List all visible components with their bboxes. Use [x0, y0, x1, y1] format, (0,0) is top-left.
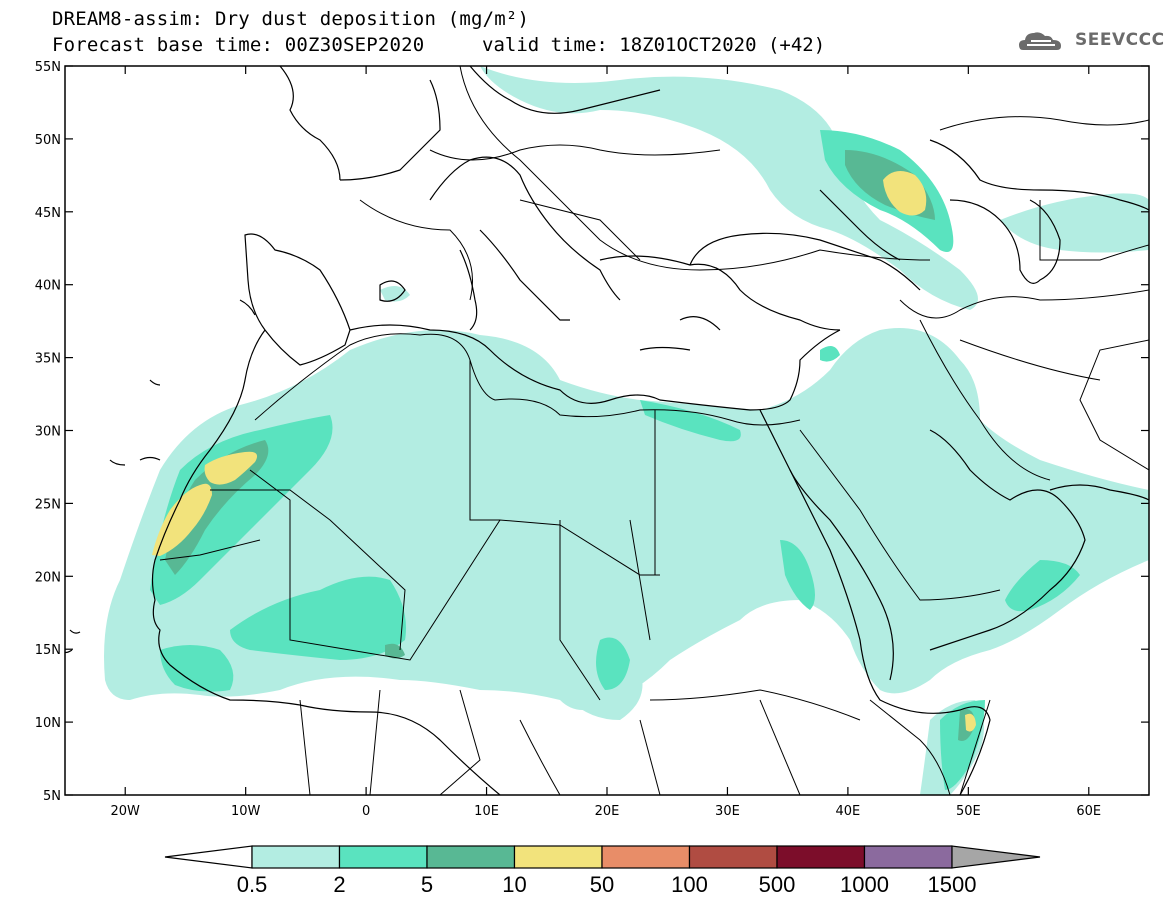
x-tick-label: 10W — [231, 804, 261, 819]
x-tick-label: 20W — [111, 804, 141, 819]
x-axis: 20W 10W 0 10E 20E 30E 40E 50E 60E — [111, 66, 1101, 819]
colorbar-segment — [426, 845, 516, 869]
colorbar-label: 1500 — [928, 872, 977, 897]
deposition-field — [65, 66, 1149, 795]
y-tick-label: 45N — [35, 206, 61, 221]
x-tick-label: 30E — [715, 804, 740, 819]
colorbar-segment — [513, 845, 603, 869]
colorbar-label: 0.5 — [237, 872, 268, 897]
colorbar-label: 2 — [333, 872, 345, 897]
x-tick-label: 50E — [956, 804, 981, 819]
y-tick-label: 40N — [35, 279, 61, 294]
cloud-icon — [1019, 32, 1061, 50]
colorbar-label: 10 — [502, 872, 526, 897]
y-tick-label: 10N — [35, 716, 61, 731]
x-tick-label: 10E — [474, 804, 499, 819]
y-tick-label: 35N — [35, 352, 61, 367]
colorbar-segment — [601, 845, 691, 869]
x-tick-label: 20E — [595, 804, 620, 819]
valid-time: valid time: 18Z01OCT2020 (+42) — [482, 34, 826, 56]
y-tick-label: 50N — [35, 133, 61, 148]
x-tick-label: 0 — [362, 804, 370, 819]
logo-text: SEEVCCC — [1075, 30, 1165, 50]
colorbar-arrow-right — [951, 845, 1041, 869]
colorbar-segment — [688, 845, 778, 869]
y-tick-label: 55N — [35, 60, 61, 75]
colorbar-segment — [251, 845, 341, 869]
y-tick-label: 20N — [35, 570, 61, 585]
colorbar-segment — [338, 845, 428, 869]
forecast-base-time: Forecast base time: 00Z30SEP2020 — [52, 34, 425, 56]
y-tick-label: 15N — [35, 643, 61, 658]
colorbar-label: 500 — [759, 872, 796, 897]
y-tick-label: 5N — [43, 789, 61, 804]
colorbar-arrow-left — [164, 845, 253, 869]
y-axis: 55N 50N 45N 40N 35N 30N 25N 20N 15N 10N 5N — [35, 60, 1149, 804]
x-tick-label: 40E — [836, 804, 861, 819]
colorbar-label: 100 — [671, 872, 708, 897]
y-tick-label: 25N — [35, 497, 61, 512]
colorbar-segment — [863, 845, 953, 869]
map-title: DREAM8-assim: Dry dust deposition (mg/m²… — [52, 8, 530, 30]
colorbar-label: 1000 — [840, 872, 889, 897]
colorbar-label: 50 — [590, 872, 614, 897]
y-tick-label: 30N — [35, 425, 61, 440]
colorbar-segment — [776, 845, 866, 869]
x-tick-label: 60E — [1076, 804, 1101, 819]
colorbar-label: 5 — [421, 872, 433, 897]
